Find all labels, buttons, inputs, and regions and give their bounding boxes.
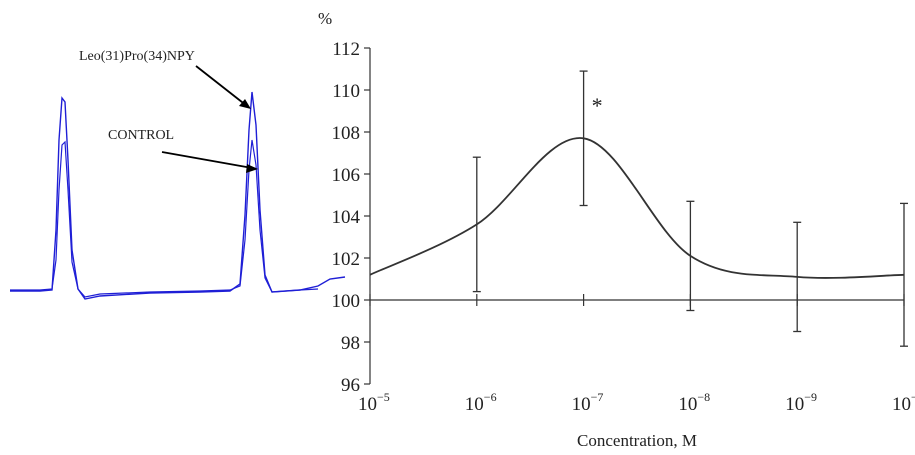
chromatogram-inset: Leo(31)Pro(34)NPY CONTROL: [10, 49, 346, 300]
arrow-leo-pro-npy: [195, 65, 248, 107]
y-axis-ticks: 96 98 100 102 104 106 108 110 112: [332, 39, 370, 396]
arrow-control: [161, 151, 253, 169]
x-axis-ticks: 10−5 10−6 10−7 10−8 10−9 10−10: [358, 294, 915, 415]
arrow-leo-pro-npy-head: [239, 99, 251, 109]
x-tick-label: 10−10: [892, 390, 915, 415]
x-tick-label: 10−8: [678, 390, 710, 415]
x-tick-label: 10−7: [572, 390, 604, 415]
control-trace: [10, 139, 319, 298]
y-tick-label: 108: [332, 123, 361, 144]
y-tick-label: 96: [341, 375, 360, 396]
x-tick-label: 10−9: [785, 390, 817, 415]
leo-pro-npy-trace: [10, 91, 346, 300]
y-tick-label: 106: [332, 165, 361, 186]
series-line: [369, 137, 905, 279]
y-tick-label: 110: [332, 81, 360, 102]
x-tick-label: 10−6: [465, 390, 497, 415]
x-axis-label: Concentration, M: [577, 431, 697, 450]
chart: % 96 98 100 102 104 106 108 110 112 10−5 10−6 10−7…: [318, 9, 915, 450]
y-tick-label: 98: [341, 333, 360, 354]
inset-label-leo-pro-npy: Leo(31)Pro(34)NPY: [79, 49, 195, 64]
y-axis-label: %: [318, 9, 332, 28]
annotations: *: [592, 93, 603, 118]
y-tick-label: 100: [332, 291, 361, 312]
significance-marker: *: [592, 93, 603, 118]
y-tick-label: 102: [332, 249, 361, 270]
x-tick-label: 10−5: [358, 390, 390, 415]
y-tick-label: 112: [332, 39, 360, 60]
y-tick-label: 104: [332, 207, 361, 228]
error-bars: [472, 70, 908, 347]
inset-label-control: CONTROL: [108, 128, 174, 143]
arrow-control-head: [246, 164, 258, 173]
